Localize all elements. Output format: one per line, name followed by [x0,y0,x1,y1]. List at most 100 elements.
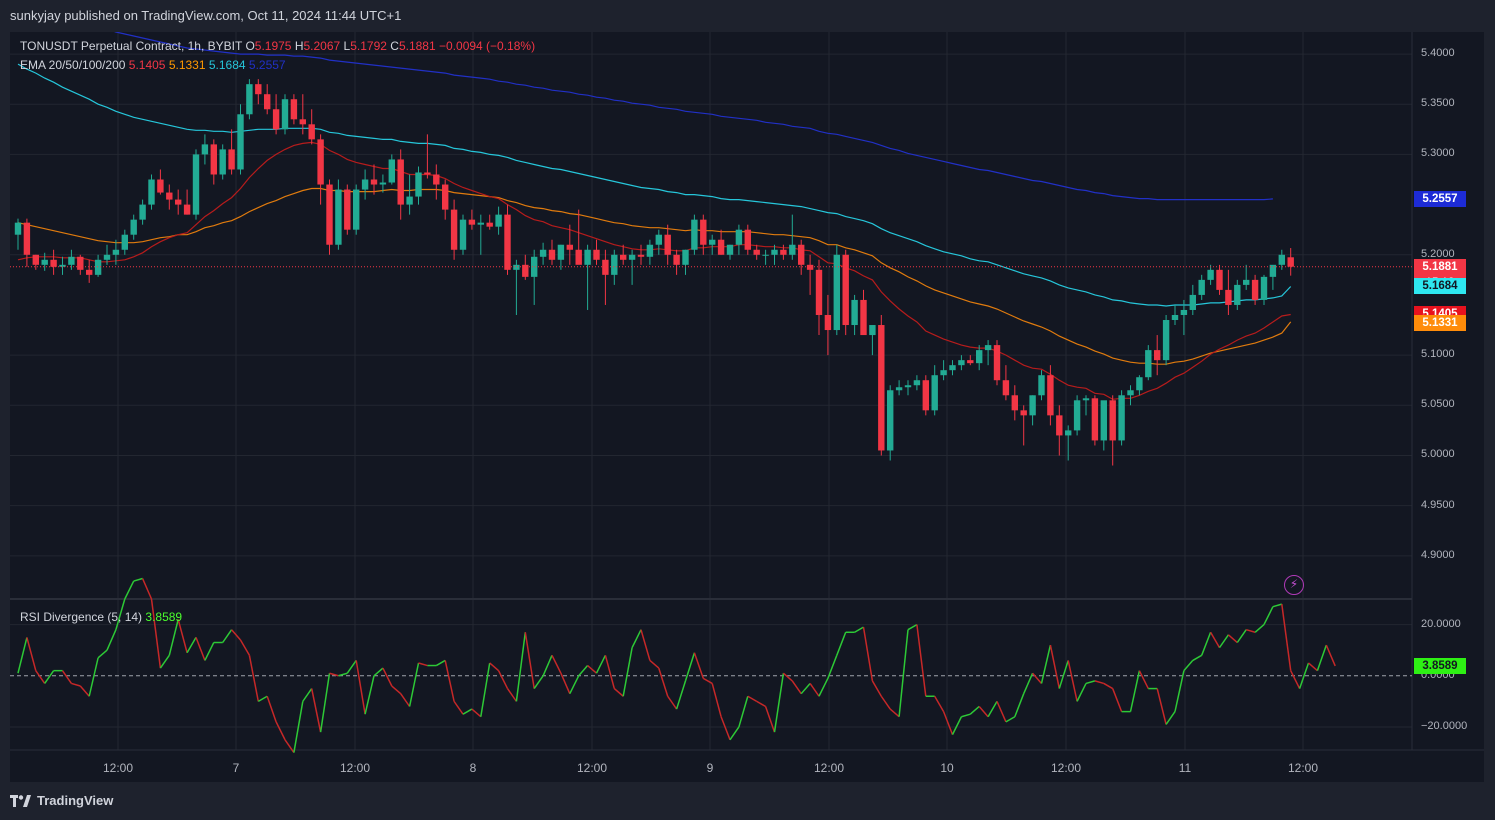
candle-body [103,254,111,260]
candle [68,249,75,270]
candle [976,345,983,371]
candle-body [753,249,760,255]
candle-body [308,124,315,140]
candle-body [1243,279,1250,285]
rsi-segment [1316,644,1328,671]
candle-body [993,345,1001,381]
candle [379,174,387,193]
rsi-segment [231,629,242,641]
rsi-segment [453,700,464,715]
candle-body [495,214,502,227]
rsi-segment [675,680,687,710]
candle [1011,385,1018,421]
candle [14,218,22,250]
candle-body [415,172,422,197]
candle [895,380,903,396]
price-tick-label: 4.9500 [1421,498,1455,511]
candle-body [1251,279,1259,300]
candle-body [522,264,529,277]
candle [566,224,573,265]
candle-body [842,254,849,326]
candle [1260,274,1268,305]
rsi-segment [702,677,713,685]
rsi-segment [1103,682,1114,690]
candle [50,249,57,275]
close-label: C [390,39,399,53]
candle [504,204,511,275]
candle [237,104,244,175]
price-tick-label: 5.3000 [1421,147,1455,160]
candle [628,249,636,285]
rsi-segment [293,701,304,753]
rsi-segment [1040,644,1052,684]
candle [201,134,209,165]
rsi-segment [133,577,143,582]
candle [281,94,289,135]
candle-body [878,325,885,451]
low-value: 5.1792 [350,39,387,53]
ema20-line [17,141,1291,400]
ema-legend[interactable]: EMA 20/50/100/200 5.1405 5.1331 5.1684 5… [20,58,286,72]
candle [709,234,716,255]
rsi-segment [961,713,971,718]
symbol-title[interactable]: TONUSDT Perpetual Contract, 1h, BYBIT [20,39,243,53]
candle-body [281,99,289,130]
candle [1020,405,1027,446]
candle [210,139,217,185]
rsi-segment [551,654,562,674]
rsi-segment [515,632,527,702]
candle [442,179,449,220]
candle [424,134,431,179]
rsi-segment [1263,606,1274,625]
price-tick-label: 5.0500 [1421,398,1455,411]
candle [1198,274,1205,300]
candle-body [477,222,484,225]
rsi-segment [1032,672,1043,684]
lightning-icon[interactable]: ⚡ [1284,575,1304,595]
candle [495,206,502,235]
candle-body [237,114,244,170]
chart-canvas[interactable] [10,32,1484,782]
rsi-segment [195,637,206,661]
candle-body [1234,284,1241,305]
candle [477,214,484,255]
rsi-label[interactable]: RSI Divergence (5, 14) [20,610,143,624]
rsi-segment [649,659,660,669]
candle-body [406,196,413,205]
candle [1180,299,1188,336]
candle [539,242,547,265]
candle [557,244,565,270]
rsi-segment [667,695,678,710]
ema-label[interactable]: EMA 20/50/100/200 [20,58,126,72]
candle-body [210,144,217,175]
ohlc-legend[interactable]: TONUSDT Perpetual Contract, 1h, BYBIT O5… [20,39,535,53]
candle-body [637,254,645,257]
brand[interactable]: TradingView [10,793,113,808]
candle-body [584,249,591,265]
candle [1162,314,1170,366]
candle-body [246,84,253,115]
rsi-segment [391,685,402,695]
candle [735,224,743,255]
candle [771,244,778,265]
candle [219,144,226,180]
rsi-segment [1245,628,1256,633]
candle-body [726,244,734,255]
rsi-segment [898,629,909,717]
candle [655,229,662,255]
candle [308,109,315,145]
rsi-segment [631,629,642,648]
rsi-segment [800,682,811,695]
candle-body [691,219,698,250]
rsi-segment [266,696,277,723]
candle [860,289,867,336]
chart-area[interactable]: TONUSDT Perpetual Contract, 1h, BYBIT O5… [10,32,1484,782]
ema100-value: 5.1684 [208,58,246,72]
candle [931,365,938,416]
candle-body [1109,400,1116,441]
high-label: H [294,39,304,53]
rsi-legend[interactable]: RSI Divergence (5, 14) 3.8589 [20,610,182,624]
rsi-segment [738,696,749,728]
candle-body [1136,377,1143,391]
rsi-segment [364,675,375,715]
